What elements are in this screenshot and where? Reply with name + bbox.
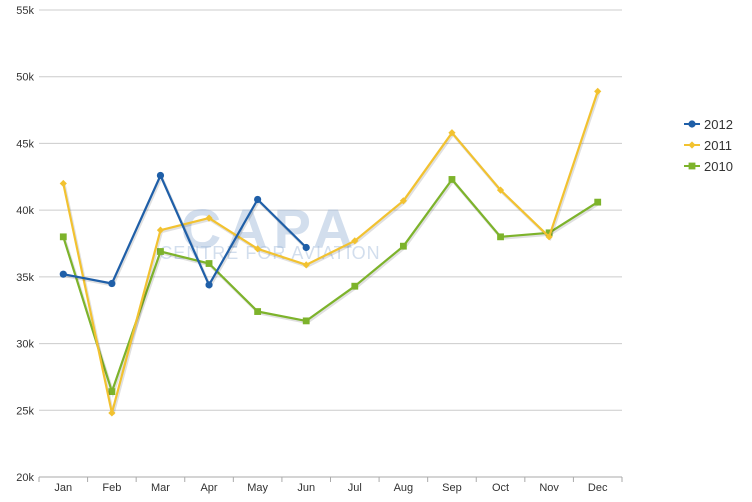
data-point[interactable] xyxy=(205,260,213,267)
data-point[interactable] xyxy=(59,179,67,188)
data-point[interactable] xyxy=(156,171,165,180)
x-tick-label: Jun xyxy=(297,482,315,494)
data-point[interactable] xyxy=(205,281,213,289)
legend[interactable]: 2012 2011 2010 xyxy=(684,117,733,174)
data-point[interactable] xyxy=(108,279,116,288)
series-shadow xyxy=(62,178,600,398)
x-tick-label: Aug xyxy=(394,482,414,494)
legend-label: 2011 xyxy=(704,138,732,153)
legend-item-2012[interactable]: 2012 xyxy=(684,117,733,132)
data-point[interactable] xyxy=(497,233,504,241)
y-tick-label: 55k xyxy=(16,5,34,17)
data-point[interactable] xyxy=(594,87,602,95)
x-tick-label: May xyxy=(247,482,268,494)
series-lines xyxy=(59,87,602,417)
data-point[interactable] xyxy=(545,233,553,241)
legend-item-2010[interactable]: 2010 xyxy=(684,159,733,174)
y-tick-label: 45k xyxy=(16,138,34,150)
x-tick-label: Jul xyxy=(348,482,362,494)
y-tick-label: 35k xyxy=(16,272,34,284)
series-2010 xyxy=(59,176,602,398)
series-line xyxy=(62,91,599,415)
data-point[interactable] xyxy=(157,248,164,255)
x-tick-label: Jan xyxy=(54,482,72,494)
y-tick-label: 30k xyxy=(16,339,34,351)
y-tick-label: 50k xyxy=(16,72,34,84)
legend-marker[interactable] xyxy=(688,120,696,128)
data-point[interactable] xyxy=(108,388,116,396)
data-point[interactable] xyxy=(302,317,310,325)
x-tick-label: Mar xyxy=(151,482,170,494)
legend-label: 2010 xyxy=(704,159,733,174)
legend-item-2011[interactable]: 2011 xyxy=(684,138,732,153)
legend-marker[interactable] xyxy=(688,162,696,170)
data-point[interactable] xyxy=(399,197,407,205)
data-point[interactable] xyxy=(254,245,262,253)
x-tick-label: Oct xyxy=(492,482,509,494)
data-point[interactable] xyxy=(156,226,165,234)
data-point[interactable] xyxy=(351,282,359,290)
legend-marker[interactable] xyxy=(688,141,696,149)
data-point[interactable] xyxy=(108,409,116,417)
x-tick-label: Feb xyxy=(102,482,121,494)
y-tick-label: 20k xyxy=(16,472,34,484)
x-tick-label: Apr xyxy=(200,482,217,494)
data-point[interactable] xyxy=(594,198,602,206)
series-shadow xyxy=(62,92,601,415)
x-tick-label: Dec xyxy=(588,482,608,494)
data-point[interactable] xyxy=(254,195,262,204)
series-line xyxy=(62,178,599,393)
gridlines xyxy=(39,9,622,411)
y-tick-label: 25k xyxy=(16,405,34,417)
data-point[interactable] xyxy=(351,237,359,245)
series-2012 xyxy=(59,171,310,290)
data-point[interactable] xyxy=(399,242,407,250)
series-line xyxy=(63,174,307,286)
legend-label: 2012 xyxy=(704,117,733,132)
data-point[interactable] xyxy=(59,233,67,241)
data-point[interactable] xyxy=(254,308,262,315)
data-point[interactable] xyxy=(545,229,553,237)
data-point[interactable] xyxy=(59,270,67,278)
axes: 20k 25k 30k 35k 40k 45k 50k 55k Jan Feb Mar Apr May J… xyxy=(16,5,623,494)
x-tick-label: Sep xyxy=(442,482,462,494)
x-tick-label: Nov xyxy=(539,482,559,494)
data-point[interactable] xyxy=(448,129,456,137)
data-point[interactable] xyxy=(448,176,456,183)
data-point[interactable] xyxy=(496,186,505,194)
data-point[interactable] xyxy=(205,214,213,222)
y-tick-label: 40k xyxy=(16,205,34,217)
data-point[interactable] xyxy=(302,243,310,252)
series-2011 xyxy=(59,87,602,417)
data-point[interactable] xyxy=(302,261,310,269)
